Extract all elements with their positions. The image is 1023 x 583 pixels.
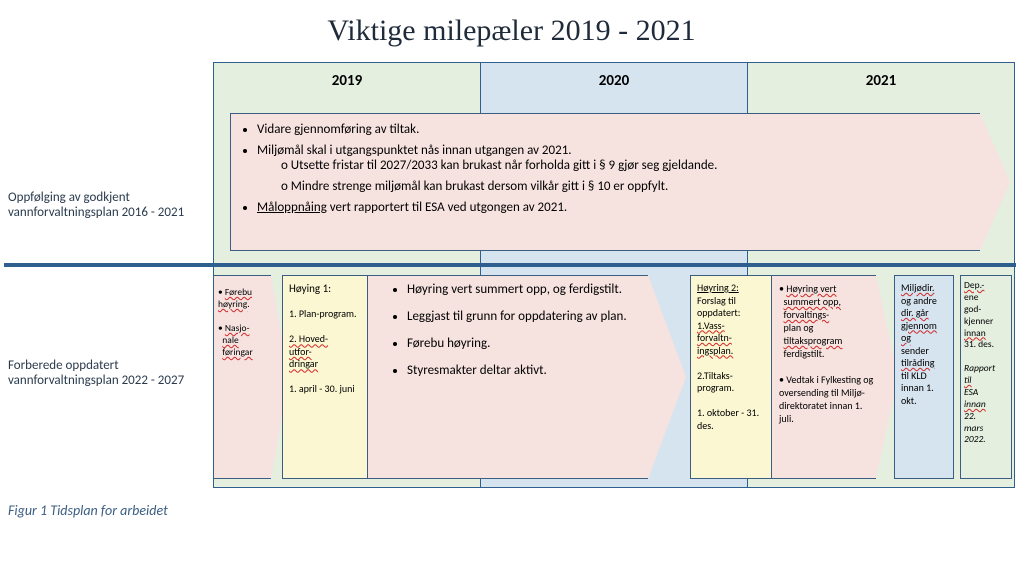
s4-box: Høyring 2: Forslag til oppdatert: 1.Vass…: [690, 275, 772, 479]
page-title: Viktige milepæler 2019 - 2021: [8, 14, 1015, 48]
s5-arrow: • Høyring vert summert opp, forvaltings-…: [770, 275, 898, 479]
s3-d: Styresmakter deltar aktivt.: [407, 363, 644, 378]
row1-b-a: Vidare gjennomføring av tiltak.: [257, 122, 978, 137]
row1-b-b2: Mindre strenge miljømål kan brukast ders…: [281, 179, 978, 194]
year-2021: 2021: [748, 63, 1014, 99]
row1-b-c: Måloppnåing vert rapportert til ESA ved …: [257, 200, 978, 215]
year-2019: 2019: [214, 63, 481, 99]
body-area: Vidare gjennomføring av tiltak. Miljømål…: [214, 99, 1014, 487]
s7-box: Dep.- ene god- kjenner innan 31. des. Ra…: [960, 275, 1012, 479]
row2-label: Forberede oppdatert vannforvaltningsplan…: [8, 263, 207, 473]
s2-box: Høying 1: 1. Plan-program. 2. Hoved- utf…: [282, 275, 368, 479]
row1-b-b: Miljømål skal i utgangspunktet nås innan…: [257, 143, 978, 194]
s3-a: Høyring vert summert opp, og ferdigstilt…: [407, 282, 644, 297]
row1-b-b1: Utsette fristar til 2027/2033 kan brukas…: [281, 158, 978, 173]
s3-b: Leggjast til grunn for oppdatering av pl…: [407, 309, 644, 324]
year-2020: 2020: [481, 63, 748, 99]
s3-arrow: Høyring vert summert opp, og ferdigstilt…: [364, 275, 686, 479]
row1-label: Oppfølging av godkjent vannforvaltningsp…: [8, 98, 207, 263]
grid: 2019 2020 2021 Vidare gjennomføring av t…: [213, 62, 1015, 488]
s5-b: Vedtak i Fylkesting og oversending til M…: [779, 373, 873, 425]
timeline-chart: Oppfølging av godkjent vannforvaltningsp…: [8, 62, 1015, 488]
row-divider: [4, 263, 1016, 267]
row1-arrow: Vidare gjennomføring av tiltak. Miljømål…: [230, 113, 1010, 251]
s6-box: Miljødir. og andre dir. går gjennom og s…: [894, 275, 954, 479]
s1-arrow: • Førebu høyring. • Nasjo- nale føringar: [214, 275, 289, 479]
figure-caption: Figur 1 Tidsplan for arbeidet: [8, 502, 1015, 519]
row1-bullets: Vidare gjennomføring av tiltak. Miljømål…: [241, 122, 978, 215]
year-header: 2019 2020 2021: [214, 63, 1014, 99]
row-labels: Oppfølging av godkjent vannforvaltningsp…: [8, 62, 213, 488]
s3-c: Førebu høyring.: [407, 336, 644, 351]
